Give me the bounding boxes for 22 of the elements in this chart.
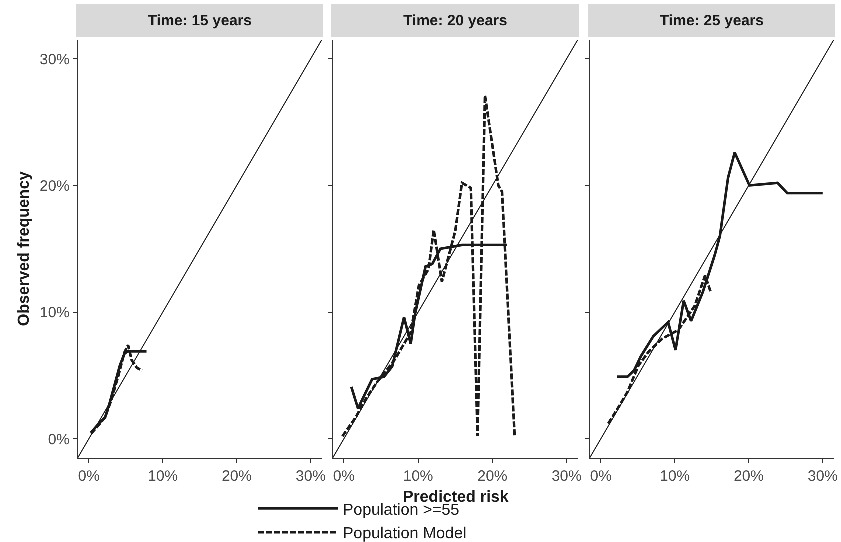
chart-title: Time: 15 years — [148, 12, 252, 30]
y-tick-label: 20% — [40, 178, 70, 195]
legend-label: Population >=55 — [343, 502, 460, 519]
x-tick-label: 10% — [148, 468, 178, 486]
x-tick-label: 0% — [78, 468, 100, 486]
x-tick-label: 30% — [552, 468, 582, 486]
x-tick-label: 10% — [403, 468, 434, 486]
x-tick-label: 20% — [734, 468, 764, 486]
x-tick-label: 20% — [478, 468, 508, 486]
y-tick-label: 0% — [48, 431, 70, 448]
chart-title: Time: 20 years — [404, 12, 508, 30]
y-tick-label: 10% — [40, 304, 70, 322]
x-tick-label: 30% — [296, 468, 326, 486]
legend-label: Population Model — [343, 526, 467, 542]
y-tick-label: 30% — [40, 51, 70, 68]
chart-title: Time: 25 years — [660, 12, 764, 30]
x-tick-label: 30% — [808, 468, 838, 486]
x-tick-label: 20% — [222, 468, 252, 486]
y-axis-title: Observed frequency — [16, 172, 33, 326]
x-tick-label: 10% — [660, 468, 690, 486]
x-tick-label: 0% — [590, 468, 612, 486]
x-tick-label: 0% — [333, 468, 355, 486]
